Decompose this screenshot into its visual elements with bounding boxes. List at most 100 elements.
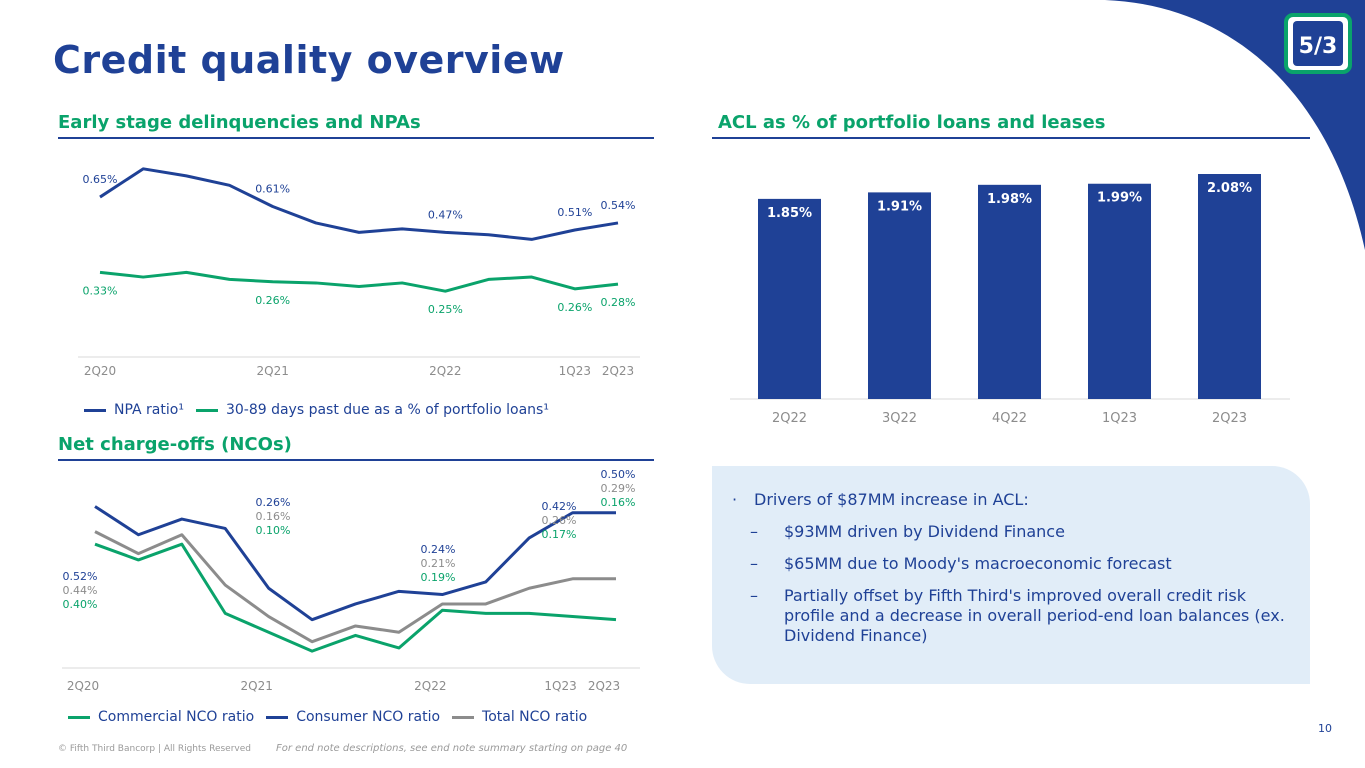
x-tick-label: 1Q23 [559,364,591,378]
data-label: 0.50% [601,468,636,481]
bar-value-label: 1.91% [877,199,922,214]
data-label: 0.26% [557,301,592,314]
series-line-total-nco-ratio [94,530,616,644]
legend-swatch [452,715,475,719]
data-label: 0.65% [83,173,118,186]
x-tick-label: 2Q20 [84,364,116,378]
data-label: 0.51% [557,206,592,219]
legend-label: Total NCO ratio [482,709,588,725]
callout-sub-text: $65MM due to Moody's macroeconomic forec… [784,554,1172,573]
bar-2q22 [758,198,821,399]
x-tick-label: 2Q22 [429,364,461,378]
data-label: 0.26% [542,514,577,527]
callout-sub-item: – $65MM due to Moody's macroeconomic for… [732,554,1286,574]
bar-value-label: 1.99% [1097,191,1142,206]
data-label: 0.29% [601,482,636,495]
sub-marker: – [750,586,758,605]
nco-line-chart: 0.52%0.44%0.40%0.26%0.16%0.10%0.24%0.21%… [62,468,640,693]
data-label: 0.47% [428,208,463,221]
x-tick-label: 2Q23 [602,364,634,378]
data-label: 0.16% [601,496,636,509]
series-line-consumer-nco-ratio [94,505,616,622]
x-tick-label: 2Q21 [256,364,288,378]
bar-2q23 [1198,174,1261,399]
nco-legend: Commercial NCO ratio Consumer NCO ratio To… [68,709,599,725]
sub-marker: – [750,554,758,573]
section-title-nco: Net charge-offs (NCOs) [58,434,292,455]
legend-swatch [84,408,106,412]
sub-marker: – [750,522,758,541]
section-rule [58,137,654,139]
data-label: 0.42% [542,500,577,513]
data-label: 0.21% [421,557,456,570]
legend-item-npa-ratio: NPA ratio¹ [84,402,184,418]
data-label: 0.52% [63,570,98,583]
callout-sub-text: $93MM driven by Dividend Finance [784,522,1065,541]
data-label: 0.10% [256,524,291,537]
x-tick-label: 3Q22 [882,411,917,426]
callout-main-bullet: · Drivers of $87MM increase in ACL: [732,490,1286,510]
section-title-acl: ACL as % of portfolio loans and leases [718,112,1106,133]
legend-swatch [266,715,289,719]
legend-label: Commercial NCO ratio [98,709,255,725]
legend-label: 30-89 days past due as a % of portfolio … [225,402,549,418]
data-label: 0.24% [421,543,456,556]
data-label: 0.16% [256,510,291,523]
data-label: 0.61% [255,182,290,195]
x-tick-label: 2Q21 [240,679,272,693]
data-label: 0.26% [255,294,290,307]
bar-value-label: 1.85% [767,206,812,221]
bar-value-label: 2.08% [1207,181,1252,196]
bullet-marker: · [732,490,738,509]
legend-label: NPA ratio¹ [114,402,184,418]
callout-sub-text: Partially offset by Fifth Third's improv… [784,586,1285,645]
data-label: 0.54% [601,199,636,212]
bar-3q22 [868,192,931,399]
x-tick-label: 4Q22 [992,411,1027,426]
endnote: For end note descriptions, see end note … [276,743,628,754]
legend-item-30-89-days-past-due-as-a-of-portfolio-loans: 30-89 days past due as a % of portfolio … [195,402,549,418]
logo-text: 5/3 [1299,34,1338,59]
page-number: 10 [1318,722,1332,735]
x-tick-label: 1Q23 [1102,411,1137,426]
data-label: 0.26% [256,496,291,509]
legend-item-consumer-nco-ratio: Consumer NCO ratio [266,709,440,725]
legend-label: Consumer NCO ratio [296,709,441,725]
x-tick-label: 2Q23 [1212,411,1247,426]
x-tick-label: 1Q23 [544,679,576,693]
page-title: Credit quality overview [53,38,565,82]
legend-item-commercial-nco-ratio: Commercial NCO ratio [68,709,254,725]
bar-4q22 [978,184,1041,399]
data-label: 0.40% [63,598,98,611]
x-tick-label: 2Q22 [772,411,807,426]
data-label: 0.25% [428,303,463,316]
callout-sub-item: – Partially offset by Fifth Third's impr… [732,586,1286,646]
x-tick-label: 2Q22 [414,679,446,693]
x-tick-label: 2Q20 [67,679,99,693]
series-line-commercial-nco-ratio [94,542,617,653]
legend-swatch [68,715,90,719]
section-rule [58,459,654,461]
data-label: 0.33% [83,284,118,297]
data-label: 0.44% [63,584,98,597]
section-title-delinquencies: Early stage delinquencies and NPAs [58,112,421,133]
delinquencies-legend: NPA ratio¹ 30-89 days past due as a % of … [84,402,561,418]
company-logo: 5/3 [1284,13,1352,74]
callout-main-text: Drivers of $87MM increase in ACL: [754,490,1029,509]
bar-1q23 [1088,183,1151,399]
data-label: 0.28% [601,296,636,309]
acl-drivers-callout: · Drivers of $87MM increase in ACL: – $9… [712,466,1310,684]
bar-value-label: 1.98% [987,192,1032,207]
acl-bar-chart: 1.85% 2Q22 1.91% 3Q22 1.98% 4Q22 1.99% 1Q23 2.08… [730,174,1290,426]
series-line-npa-ratio [99,167,619,241]
section-rule [712,137,1310,139]
callout-sub-item: – $93MM driven by Dividend Finance [732,522,1286,542]
x-tick-label: 2Q23 [588,679,620,693]
data-label: 0.17% [542,528,577,541]
data-label: 0.19% [421,571,456,584]
delinquencies-line-chart: 0.65% 0.61% 0.47% 0.51% 0.54% 0.33% 0.26% 0.25%… [78,167,640,378]
series-line-30-89-days-past-due-as-a-of-portfolio-loans [99,270,619,293]
copyright: © Fifth Third Bancorp | All Rights Reser… [58,744,251,754]
legend-item-total-nco-ratio: Total NCO ratio [452,709,587,725]
legend-swatch [195,408,218,412]
